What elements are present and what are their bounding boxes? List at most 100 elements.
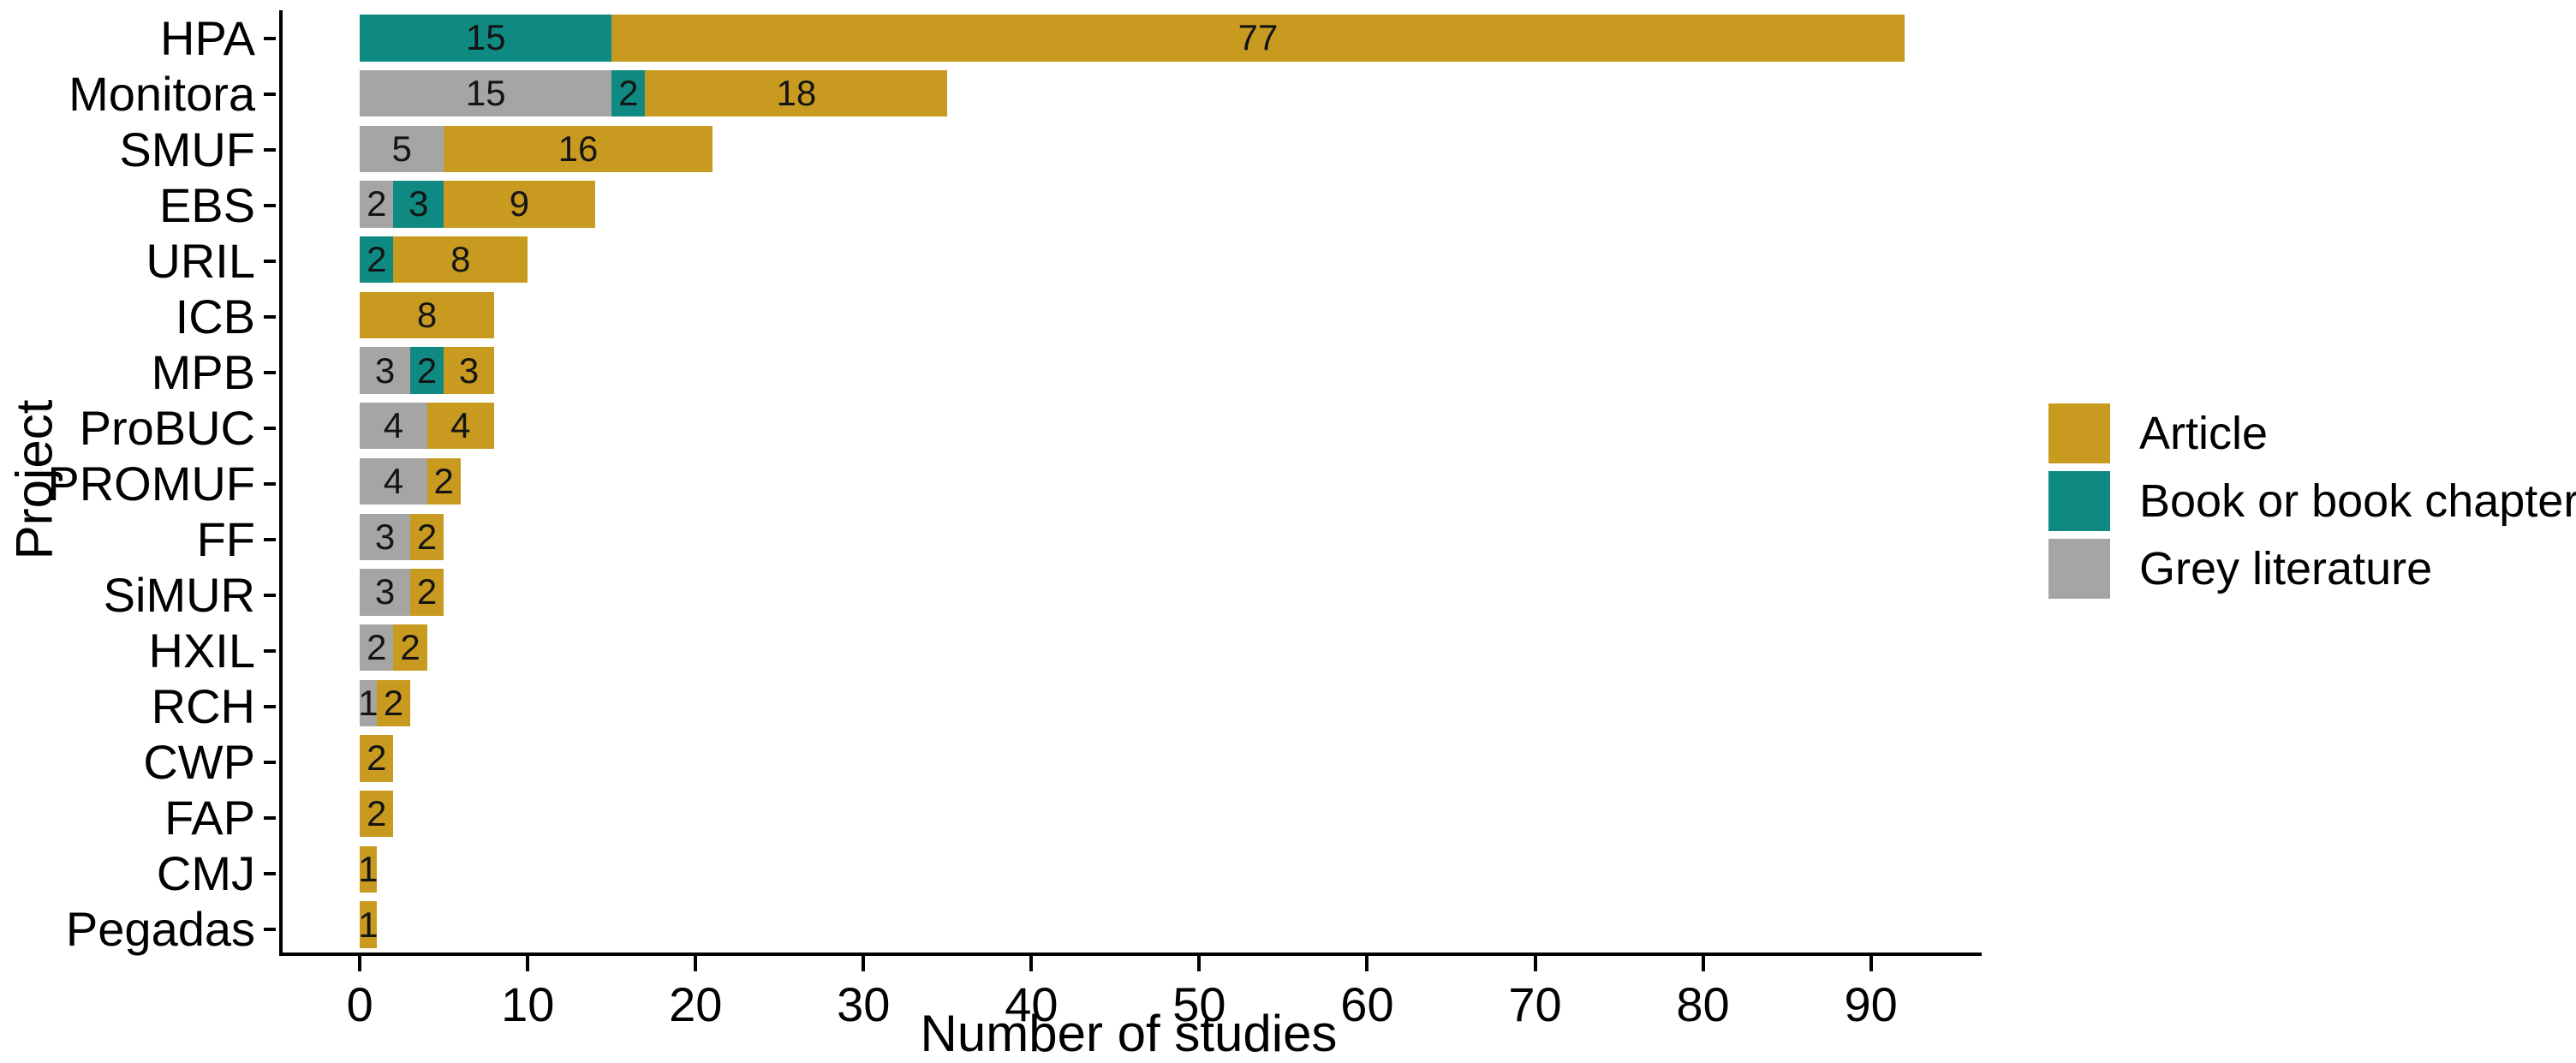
bar-segment-label: 1 [358,904,379,945]
y-tick-mark [264,147,276,152]
y-tick-label: ICB [175,290,255,343]
legend-item: Book or book chapter [2048,471,2576,531]
x-tick-label: 10 [501,977,555,1031]
x-tick-mark [862,956,866,971]
y-tick-label: EBS [158,178,255,232]
bar-row: 15 77 [283,10,1982,66]
x-tick-mark [1365,956,1369,971]
bar-segment: 9 [444,181,595,228]
y-row: URIL [0,233,276,289]
bar-segment: 15 [360,15,612,62]
bar-track: 1 [283,845,1982,893]
y-tick-mark [264,760,276,764]
bar-segment: 4 [360,457,427,505]
bar-segment-label: 4 [383,405,404,446]
bar-segment: 3 [360,347,410,394]
bar-segment: 2 [409,347,444,394]
y-tick-mark [264,648,276,653]
bar-segment-label: 2 [367,183,387,224]
bar-segment-label: 3 [374,516,396,557]
bar-segment-label: 4 [383,460,404,501]
y-tick-mark [264,314,276,319]
bar-segment-label: 2 [367,738,387,779]
x-tick-mark [1197,956,1202,971]
y-tick-label: Monitora [69,67,255,121]
legend-label: Grey literature [2139,543,2433,594]
bar-segment: 3 [360,513,410,560]
bar-rows: 15 77 15 2 18 5 16 2 3 9 2 8 8 3 2 3 4 4 4 2 3 2 3 2 2 2 1 2 2 2 1 1 [283,10,1982,953]
bar-segment: 2 [360,624,394,672]
y-tick-mark [264,259,276,263]
bar-segment: 2 [426,457,461,505]
bar-track: 1 [283,901,1982,948]
x-tick-mark [1869,956,1873,971]
bar-segment-label: 2 [400,627,420,668]
bar-track: 2 [283,735,1982,782]
x-tick-label: 40 [1005,977,1058,1031]
legend-item: Grey literature [2048,539,2576,599]
x-tick-mark [1701,956,1705,971]
y-row: ProBUC [0,400,276,456]
legend-swatch [2048,403,2110,463]
y-tick-mark [264,92,276,96]
x-tick-label: 50 [1172,977,1226,1031]
x-tick-mark [526,956,530,971]
bar-segment: 4 [426,403,494,450]
legend-label: Book or book chapter [2139,475,2576,527]
bar-segment: 3 [360,569,410,616]
bar-segment: 77 [611,15,1905,62]
bar-segment: 16 [444,125,713,172]
bar-row: 8 [283,288,1982,343]
legend-swatch [2048,471,2110,531]
bar-segment: 8 [360,291,494,339]
bar-track: 15 2 18 [283,69,1982,117]
bar-segment-label: 15 [465,73,506,114]
x-axis-title: Number of studies [920,1005,1338,1062]
bar-segment-label: 1 [358,848,379,889]
bar-segment: 2 [393,624,427,672]
bar-segment-label: 3 [374,349,396,391]
y-tick-label: ProBUC [79,401,255,455]
y-row: ICB [0,289,276,344]
bar-track: 8 [283,291,1982,339]
bar-segment-label: 3 [408,183,429,224]
y-row: PROMUF [0,456,276,511]
bar-track: 2 [283,791,1982,838]
x-tick-label: 0 [346,977,373,1031]
bar-segment-label: 2 [416,516,438,557]
bar-segment-label: 1 [358,682,379,723]
x-tick-mark [1533,956,1537,971]
x-tick-label: 30 [837,977,891,1031]
bar-segment-label: 3 [458,349,480,391]
y-tick-mark [264,203,276,207]
bar-segment-label: 2 [433,460,454,501]
bar-segment: 18 [645,69,948,117]
bar-segment-label: 2 [367,627,387,668]
bar-segment-label: 8 [416,294,438,335]
x-tick-label: 70 [1508,977,1562,1031]
bar-track: 5 16 [283,125,1982,172]
y-tick-mark [264,593,276,597]
bar-segment-label: 2 [416,571,438,612]
bar-segment: 2 [376,679,410,726]
legend-item: Article [2048,403,2576,463]
x-tick-mark [1029,956,1034,971]
y-tick-label: FF [196,512,255,566]
bar-segment: 2 [360,236,394,284]
bar-row: 1 [283,897,1982,953]
y-tick-label: SMUF [119,122,255,176]
bar-segment: 3 [444,347,495,394]
bar-segment-label: 2 [416,349,438,391]
x-tick-label: 20 [669,977,723,1031]
